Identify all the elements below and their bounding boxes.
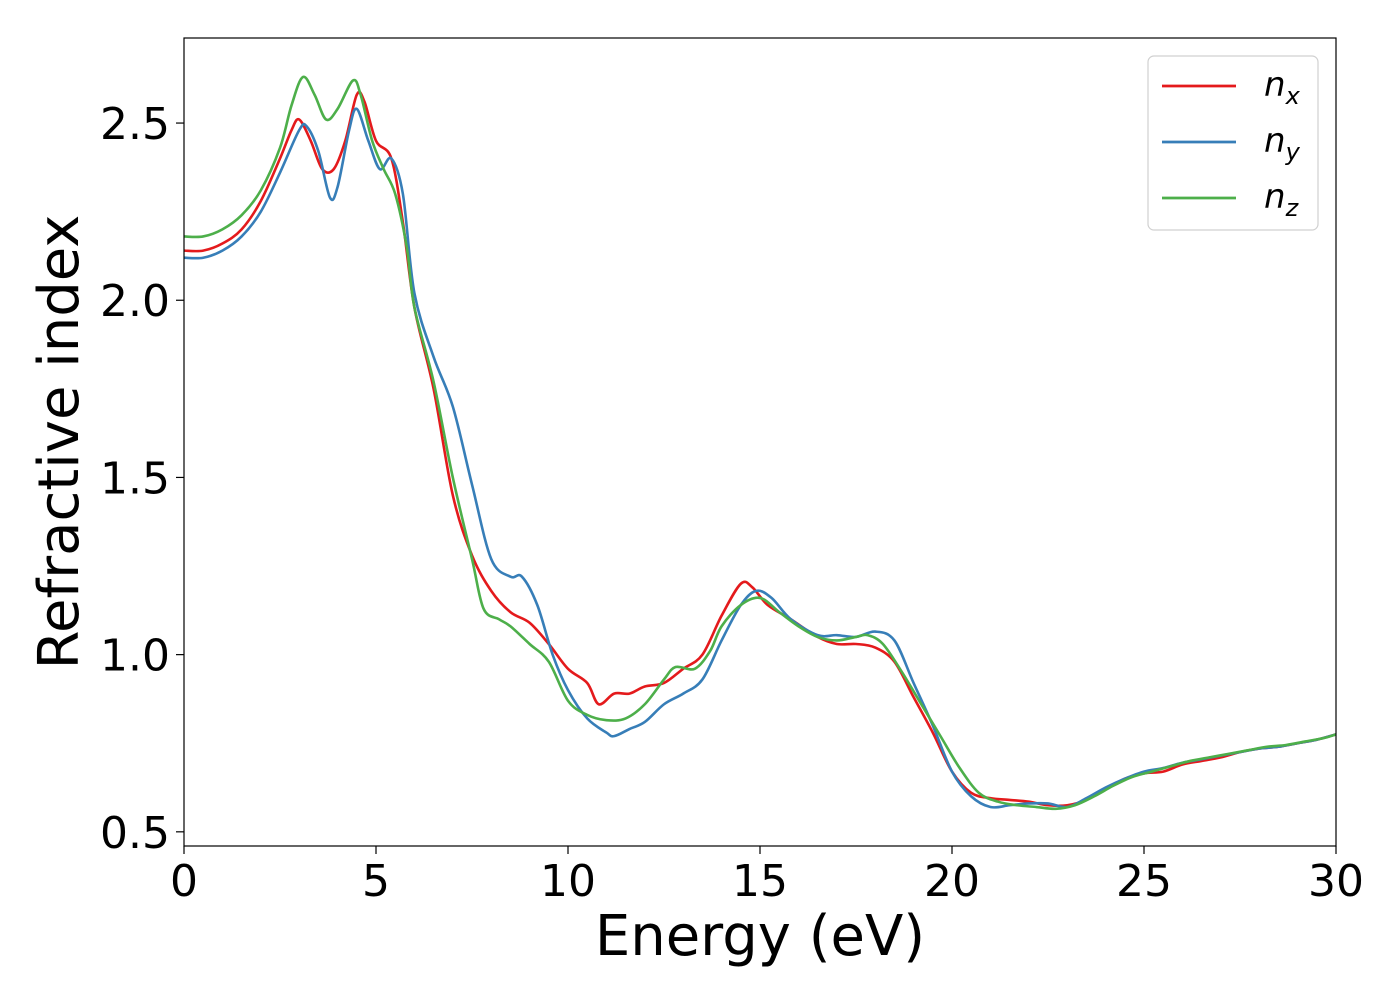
- y-tick-label: 0.5: [100, 808, 170, 859]
- legend-label-z: nz: [1264, 177, 1300, 222]
- y-tick-label: 1.0: [100, 631, 170, 682]
- legend-label-subscript: x: [1285, 82, 1301, 110]
- series-line-y: [184, 107, 1336, 809]
- x-tick-label: 10: [540, 856, 596, 907]
- y-axis-ticks: 0.5 1.0 1.5 2.0 2.5: [100, 99, 184, 859]
- legend-label-main: n: [1264, 177, 1286, 217]
- y-tick-label: 2.5: [100, 99, 170, 150]
- x-axis-ticks: 0 5 10 15 20 25 30: [170, 846, 1364, 907]
- x-tick-label: 5: [362, 856, 390, 907]
- legend-label-main: n: [1264, 121, 1286, 161]
- x-tick-label: 15: [732, 856, 788, 907]
- legend-label-y: ny: [1264, 121, 1301, 166]
- legend-label-subscript: z: [1285, 194, 1300, 222]
- y-tick-label: 2.0: [100, 276, 170, 327]
- x-tick-label: 0: [170, 856, 198, 907]
- series-line-z: [184, 75, 1336, 811]
- plot-frame: [183, 37, 1337, 847]
- legend-label-subscript: y: [1285, 138, 1301, 166]
- x-tick-label: 30: [1308, 856, 1364, 907]
- x-axis-label: Energy (eV): [595, 904, 925, 969]
- y-tick-label: 1.5: [100, 453, 170, 504]
- legend-label-x: nx: [1264, 65, 1301, 110]
- plot-area: [184, 75, 1336, 811]
- x-tick-label: 25: [1116, 856, 1172, 907]
- x-tick-label: 20: [924, 856, 980, 907]
- legend-label-main: n: [1264, 65, 1286, 105]
- y-axis-label: Refractive index: [27, 215, 92, 670]
